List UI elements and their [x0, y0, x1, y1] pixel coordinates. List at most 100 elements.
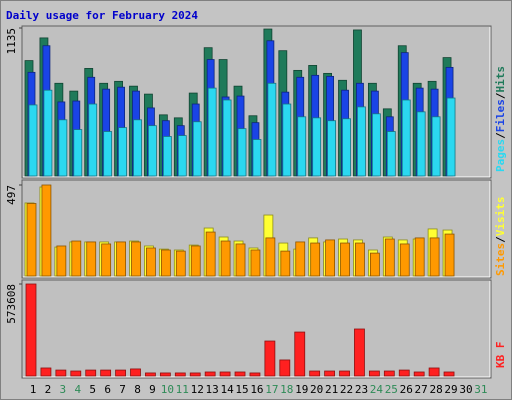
bar	[145, 372, 156, 377]
x-tick-label: 29	[444, 383, 457, 396]
bar	[383, 370, 395, 377]
x-tick-label: 3	[60, 383, 67, 396]
bar	[414, 237, 425, 277]
legend-entry: Hits	[494, 66, 507, 93]
bar	[207, 87, 217, 177]
bar	[279, 359, 291, 377]
x-tick-label: 6	[104, 383, 111, 396]
bar	[310, 242, 321, 277]
bar	[220, 240, 231, 277]
bar	[312, 117, 322, 177]
bar	[398, 369, 410, 377]
legend-entry: KB F	[494, 342, 507, 369]
x-tick-label: 28	[429, 383, 442, 396]
x-tick-label: 5	[89, 383, 96, 396]
bar	[73, 129, 83, 177]
legend-entry: Visits	[494, 197, 507, 237]
x-tick-label: 21	[325, 383, 338, 396]
x-tick-label: 13	[206, 383, 219, 396]
bar	[282, 103, 292, 177]
x-tick-label: 16	[250, 383, 263, 396]
bar	[413, 371, 425, 377]
bar	[325, 239, 336, 277]
bar	[357, 106, 366, 177]
bar	[159, 372, 171, 377]
x-tick-label: 17	[265, 383, 278, 396]
bar	[131, 241, 141, 277]
bar	[70, 370, 82, 377]
bar	[219, 371, 231, 377]
bar	[55, 369, 67, 377]
bar	[297, 116, 307, 177]
bar	[101, 243, 112, 277]
bar	[340, 242, 350, 277]
x-tick-label: 9	[149, 383, 156, 396]
bar	[399, 243, 410, 277]
bar	[205, 231, 216, 277]
bar	[115, 369, 126, 377]
bar	[237, 128, 247, 177]
x-tick-label: 24	[370, 383, 384, 396]
bar	[86, 241, 97, 277]
legend: Pages/Files/Hits	[494, 66, 507, 172]
bar	[327, 120, 337, 177]
bar	[177, 135, 187, 177]
bar	[235, 243, 246, 277]
bar	[192, 121, 202, 177]
bar	[431, 116, 441, 177]
bar	[116, 241, 126, 277]
x-tick-label: 12	[191, 383, 204, 396]
legend-entry: Pages	[494, 139, 507, 172]
x-tick-label: 19	[295, 383, 308, 396]
bar	[103, 131, 113, 177]
bar	[71, 240, 82, 277]
x-tick-label: 22	[340, 383, 353, 396]
bar	[100, 369, 112, 377]
x-tick-label: 10	[161, 383, 174, 396]
x-tick-label: 31	[474, 383, 487, 396]
bar	[41, 184, 52, 277]
bar	[264, 340, 276, 377]
bar	[58, 119, 68, 177]
bar	[294, 331, 306, 377]
x-tick-label: 18	[280, 383, 293, 396]
x-tick-label: 25	[385, 383, 398, 396]
bar	[371, 113, 381, 177]
bar	[342, 118, 351, 177]
bar	[250, 249, 261, 277]
bar	[162, 136, 172, 177]
x-tick-label: 27	[415, 383, 428, 396]
legend-separator: /	[494, 92, 507, 99]
x-tick-label: 30	[459, 383, 472, 396]
y-tick-label: 1135	[5, 28, 18, 55]
bar	[189, 372, 201, 377]
x-tick-label: 20	[310, 383, 323, 396]
y-tick-label: 497	[5, 185, 18, 205]
legend: KB F	[494, 342, 507, 369]
bar	[252, 139, 262, 177]
legend-separator: /	[494, 236, 507, 243]
bar	[118, 127, 127, 177]
bar	[146, 247, 156, 277]
y-tick-label: 573608	[5, 284, 18, 324]
x-tick-label: 23	[355, 383, 368, 396]
bar	[369, 252, 380, 277]
bar	[265, 237, 276, 277]
x-tick-label: 26	[400, 383, 413, 396]
bar	[85, 369, 97, 377]
bar	[324, 370, 336, 377]
x-tick-label: 8	[134, 383, 141, 396]
chart-title: Daily usage for February 2024	[6, 9, 198, 22]
bar	[416, 111, 426, 177]
bar	[56, 245, 67, 277]
legend: Sites/Visits	[494, 197, 507, 277]
bar	[133, 119, 142, 177]
bar	[428, 367, 440, 377]
bar	[267, 82, 277, 177]
bar	[160, 249, 171, 277]
bar	[25, 283, 37, 377]
x-tick-label: 15	[235, 383, 248, 396]
bar	[249, 372, 261, 377]
bar	[190, 245, 201, 277]
bar	[204, 371, 216, 377]
